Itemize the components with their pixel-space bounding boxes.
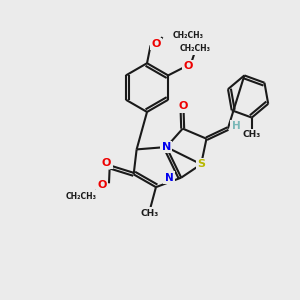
Text: S: S: [197, 159, 205, 169]
Text: O: O: [98, 180, 107, 190]
Text: N: N: [165, 172, 173, 183]
Text: N: N: [162, 142, 171, 152]
Text: O: O: [179, 101, 188, 111]
Text: CH₂CH₃: CH₂CH₃: [173, 31, 204, 40]
Text: CH₃: CH₃: [141, 208, 159, 217]
Text: CH₂CH₃: CH₂CH₃: [65, 192, 96, 201]
Text: O: O: [183, 61, 193, 71]
Text: CH₂CH₃: CH₂CH₃: [180, 44, 211, 53]
Text: O: O: [151, 39, 160, 49]
Text: CH₃: CH₃: [243, 130, 261, 139]
Text: H: H: [232, 121, 241, 131]
Text: O: O: [102, 158, 111, 168]
